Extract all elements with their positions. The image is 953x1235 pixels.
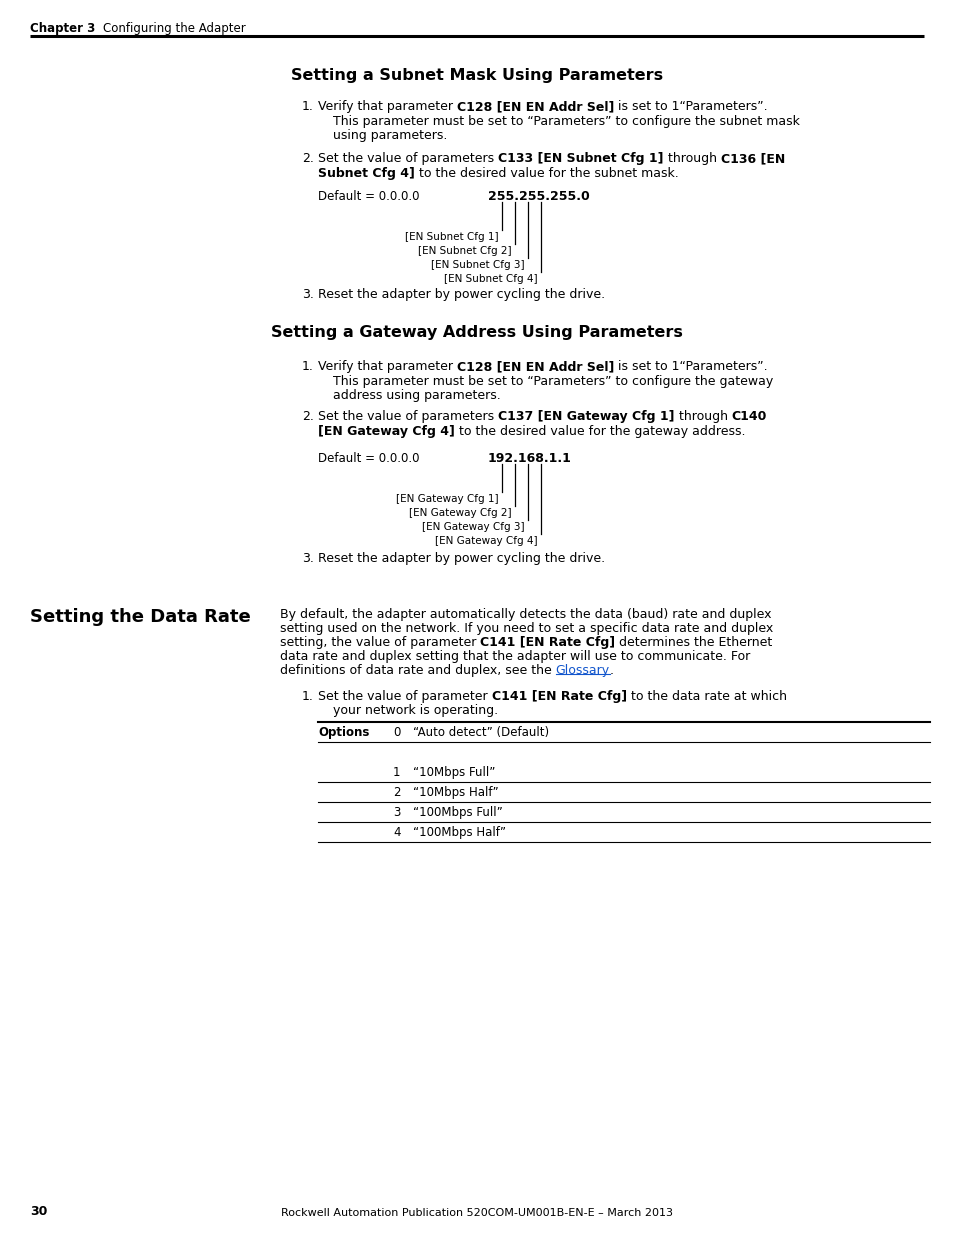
Text: Set the value of parameter: Set the value of parameter [317, 690, 491, 703]
Text: 255.255.255.0: 255.255.255.0 [488, 190, 589, 203]
Text: Verify that parameter: Verify that parameter [317, 100, 456, 112]
Text: 3: 3 [393, 806, 400, 819]
Text: [EN Gateway Cfg 4]: [EN Gateway Cfg 4] [435, 536, 537, 546]
Text: 3.: 3. [302, 552, 314, 564]
Text: Setting a Gateway Address Using Parameters: Setting a Gateway Address Using Paramete… [271, 325, 682, 340]
Text: 0: 0 [393, 726, 400, 739]
Text: Reset the adapter by power cycling the drive.: Reset the adapter by power cycling the d… [317, 552, 604, 564]
Text: Set the value of parameters: Set the value of parameters [317, 410, 497, 424]
Text: 2.: 2. [302, 410, 314, 424]
Text: This parameter must be set to “Parameters” to configure the subnet mask: This parameter must be set to “Parameter… [333, 115, 799, 128]
Text: Default = 0.0.0.0: Default = 0.0.0.0 [317, 190, 419, 203]
Text: [EN Subnet Cfg 1]: [EN Subnet Cfg 1] [405, 232, 498, 242]
Text: Setting a Subnet Mask Using Parameters: Setting a Subnet Mask Using Parameters [291, 68, 662, 83]
Text: [EN Gateway Cfg 2]: [EN Gateway Cfg 2] [409, 508, 512, 517]
Text: using parameters.: using parameters. [333, 128, 447, 142]
Text: to the desired value for the subnet mask.: to the desired value for the subnet mask… [415, 167, 678, 180]
Text: By default, the adapter automatically detects the data (baud) rate and duplex: By default, the adapter automatically de… [280, 608, 771, 621]
Text: C140: C140 [731, 410, 766, 424]
Text: C128 [EN EN Addr Sel]: C128 [EN EN Addr Sel] [456, 359, 614, 373]
Text: .: . [609, 664, 613, 677]
Text: “Auto detect” (Default): “Auto detect” (Default) [413, 726, 549, 739]
Text: “10Mbps Full”: “10Mbps Full” [413, 766, 495, 779]
Text: [EN Gateway Cfg 3]: [EN Gateway Cfg 3] [422, 522, 524, 532]
Text: definitions of data rate and duplex, see the: definitions of data rate and duplex, see… [280, 664, 556, 677]
Text: Subnet Cfg 4]: Subnet Cfg 4] [317, 167, 415, 180]
Text: [EN Subnet Cfg 3]: [EN Subnet Cfg 3] [431, 261, 524, 270]
Text: address using parameters.: address using parameters. [333, 389, 500, 403]
Text: to the desired value for the gateway address.: to the desired value for the gateway add… [455, 425, 744, 438]
Text: 2: 2 [393, 785, 400, 799]
Text: 1.: 1. [302, 690, 314, 703]
Text: Setting the Data Rate: Setting the Data Rate [30, 608, 251, 626]
Text: [EN Gateway Cfg 4]: [EN Gateway Cfg 4] [317, 425, 455, 438]
Text: [EN Subnet Cfg 2]: [EN Subnet Cfg 2] [418, 246, 512, 256]
Text: Reset the adapter by power cycling the drive.: Reset the adapter by power cycling the d… [317, 288, 604, 301]
Text: your network is operating.: your network is operating. [333, 704, 497, 718]
Text: Glossary: Glossary [556, 664, 609, 677]
Text: Rockwell Automation Publication 520COM-UM001B-EN-E – March 2013: Rockwell Automation Publication 520COM-U… [281, 1208, 672, 1218]
Text: through: through [674, 410, 731, 424]
Text: [EN Subnet Cfg 4]: [EN Subnet Cfg 4] [444, 274, 537, 284]
Text: through: through [663, 152, 720, 165]
Text: Options: Options [317, 726, 369, 739]
Text: 1.: 1. [302, 100, 314, 112]
Text: data rate and duplex setting that the adapter will use to communicate. For: data rate and duplex setting that the ad… [280, 650, 749, 663]
Text: 1.: 1. [302, 359, 314, 373]
Text: 30: 30 [30, 1205, 48, 1218]
Text: 3.: 3. [302, 288, 314, 301]
Text: determines the Ethernet: determines the Ethernet [615, 636, 772, 650]
Text: is set to 1“Parameters”.: is set to 1“Parameters”. [614, 100, 767, 112]
Text: setting used on the network. If you need to set a specific data rate and duplex: setting used on the network. If you need… [280, 622, 773, 635]
Text: 1: 1 [393, 766, 400, 779]
Text: This parameter must be set to “Parameters” to configure the gateway: This parameter must be set to “Parameter… [333, 375, 773, 388]
Text: C141 [EN Rate Cfg]: C141 [EN Rate Cfg] [491, 690, 626, 703]
Text: 2.: 2. [302, 152, 314, 165]
Text: “100Mbps Half”: “100Mbps Half” [413, 826, 505, 839]
Text: 192.168.1.1: 192.168.1.1 [488, 452, 571, 466]
Text: Set the value of parameters: Set the value of parameters [317, 152, 497, 165]
Text: [EN Gateway Cfg 1]: [EN Gateway Cfg 1] [395, 494, 498, 504]
Text: C133 [EN Subnet Cfg 1]: C133 [EN Subnet Cfg 1] [497, 152, 663, 165]
Text: Configuring the Adapter: Configuring the Adapter [103, 22, 246, 35]
Text: C141 [EN Rate Cfg]: C141 [EN Rate Cfg] [480, 636, 615, 650]
Text: setting, the value of parameter: setting, the value of parameter [280, 636, 480, 650]
Text: 4: 4 [393, 826, 400, 839]
Text: is set to 1“Parameters”.: is set to 1“Parameters”. [614, 359, 767, 373]
Text: C137 [EN Gateway Cfg 1]: C137 [EN Gateway Cfg 1] [497, 410, 674, 424]
Text: Chapter 3: Chapter 3 [30, 22, 95, 35]
Text: C128 [EN EN Addr Sel]: C128 [EN EN Addr Sel] [456, 100, 614, 112]
Text: to the data rate at which: to the data rate at which [626, 690, 786, 703]
Text: Verify that parameter: Verify that parameter [317, 359, 456, 373]
Text: C136 [EN: C136 [EN [720, 152, 784, 165]
Text: “10Mbps Half”: “10Mbps Half” [413, 785, 498, 799]
Text: Default = 0.0.0.0: Default = 0.0.0.0 [317, 452, 419, 466]
Text: “100Mbps Full”: “100Mbps Full” [413, 806, 502, 819]
